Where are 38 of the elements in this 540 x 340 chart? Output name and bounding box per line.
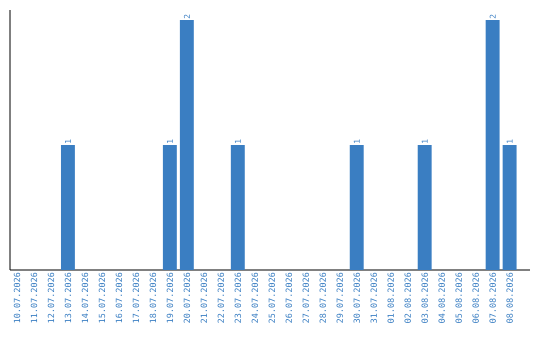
x-tick-label: 18.07.2026 xyxy=(150,272,156,322)
x-tick-label: 20.07.2026 xyxy=(184,272,190,323)
x-tick-label: 07.08.2026 xyxy=(489,272,496,323)
x-tick-label: 19.07.2026 xyxy=(166,272,174,322)
x-tick-label: 28.07.2026 xyxy=(320,272,326,323)
x-tick-label: 25.07.2026 xyxy=(268,272,276,323)
x-tick-label: 02.08.2026 xyxy=(404,272,411,323)
x-tick-label: 30.07.2026 xyxy=(354,272,360,323)
x-tick-label: 24.07.2026 xyxy=(252,272,258,323)
x-tick-label: 04.08.2026 xyxy=(438,272,445,323)
x-tick-label: 06.08.2026 xyxy=(472,272,479,323)
data-label: 2 xyxy=(184,14,190,18)
x-tick-label: 12.07.2026 xyxy=(48,272,54,322)
data-label: 1 xyxy=(506,140,513,143)
x-tick-label: 26.07.2026 xyxy=(286,272,292,323)
x-tick-label: 08.08.2026 xyxy=(506,272,513,323)
x-tick-label: 05.08.2026 xyxy=(455,272,462,323)
x-tick-label: 27.07.2026 xyxy=(302,272,309,323)
x-tick-label: 15.07.2026 xyxy=(98,272,106,322)
data-label: 1 xyxy=(234,140,241,143)
data-label: 2 xyxy=(490,14,496,18)
x-tick-label: 21.07.2026 xyxy=(200,272,208,323)
x-tick-label: 16.07.2026 xyxy=(116,272,122,322)
x-tick-label: 31.07.2026 xyxy=(370,272,377,323)
data-label: 1 xyxy=(166,140,173,143)
x-tick-label: 14.07.2026 xyxy=(82,272,88,322)
data-label: 1 xyxy=(422,140,428,143)
x-tick-label: 17.07.2026 xyxy=(132,272,140,322)
x-tick-label: 03.08.2026 xyxy=(421,272,428,323)
x-tick-label: 29.07.2026 xyxy=(336,272,343,323)
data-label: 1 xyxy=(354,140,360,143)
x-tick-label: 10.07.2026 xyxy=(14,272,20,322)
data-label: 1 xyxy=(65,140,71,143)
x-tick-label: 23.07.2026 xyxy=(234,272,242,323)
x-tick-label: 11.07.2026 xyxy=(30,272,38,322)
x-tick-label: 01.08.2026 xyxy=(387,272,394,323)
x-tick-label: 13.07.2026 xyxy=(64,272,72,322)
x-tick-label: 22.07.2026 xyxy=(218,272,224,323)
